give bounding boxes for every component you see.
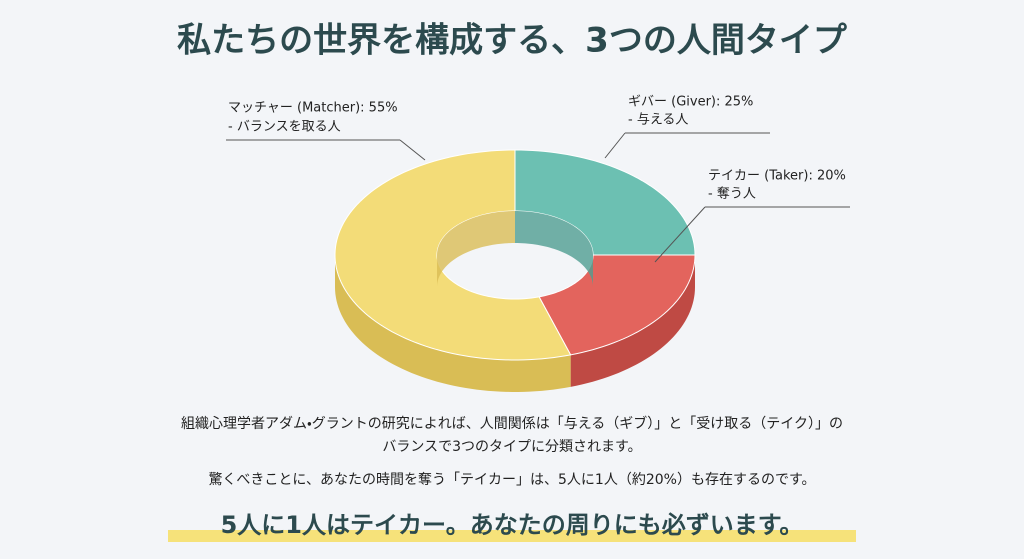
donut	[334, 149, 696, 392]
data-label: テイカー (Taker): 20%	[708, 169, 846, 184]
note-text: 驚くべきことに、あなたの時間を奪う「テイカー」は、5人に1人（約20%）も存在す…	[208, 471, 815, 488]
leader-line	[399, 139, 426, 161]
data-label: マッチャー (Matcher): 55%	[228, 101, 398, 116]
leader-line	[604, 132, 626, 159]
label-description: - バランスを取る人	[228, 120, 341, 135]
label-description: - 奪う人	[708, 187, 756, 202]
slice-inner-wall	[515, 211, 593, 287]
slice-side	[335, 255, 571, 392]
label-description: - 与える人	[628, 113, 688, 128]
chart-title: 私たちの世界を構成する、3つの人間タイプ	[177, 21, 847, 61]
data-label: ギバー (Giver): 25%	[628, 95, 753, 110]
highlight-text: 5人に1人はテイカー。あなたの周りにも必ずいます。	[221, 511, 804, 539]
slice-side	[570, 255, 695, 387]
slice-inner-wall	[437, 211, 515, 287]
leader-line	[654, 206, 706, 263]
highlight-marker	[168, 530, 856, 542]
body-text: 組織心理学者アダム・グラントの研究によれば、人間関係は「与える（ギブ）」と「受け…	[181, 415, 843, 432]
body-text: バランスで3つのタイプに分類されます。	[382, 439, 641, 455]
